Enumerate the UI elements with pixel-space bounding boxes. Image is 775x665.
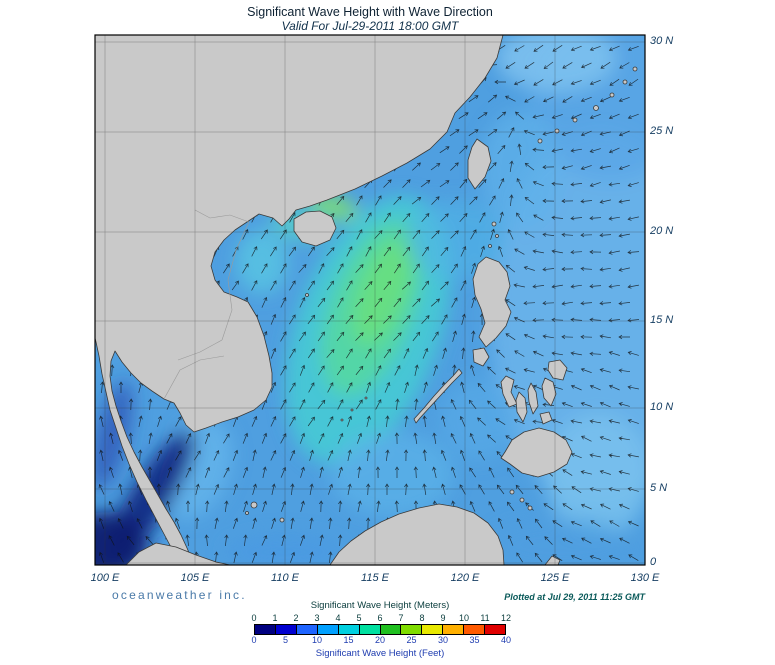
island-ryukyu bbox=[572, 117, 578, 123]
landmass-mindanao bbox=[500, 427, 573, 478]
landmass-leyte bbox=[541, 377, 557, 407]
legend-tick: 0 bbox=[251, 613, 257, 623]
legend-colorbar bbox=[254, 624, 506, 635]
map-border bbox=[94, 34, 646, 566]
landmass-borneo bbox=[329, 503, 505, 565]
legend-tick: 3 bbox=[314, 613, 320, 623]
lat-label: 15 N bbox=[650, 314, 674, 326]
landmass-china-indochina bbox=[95, 35, 504, 565]
lat-label: 25 N bbox=[650, 125, 674, 137]
legend-tick: 30 bbox=[437, 635, 449, 645]
island-anambas bbox=[279, 517, 285, 523]
legend-ticks-meters: 0 1 2 3 4 5 6 7 8 9 10 11 12 bbox=[251, 613, 511, 624]
lat-label: 20 N bbox=[650, 225, 674, 237]
island-natuna bbox=[250, 501, 258, 509]
lat-label: 0 bbox=[650, 556, 657, 568]
lat-label: 30 N bbox=[650, 35, 674, 47]
plotted-timestamp: Plotted at Jul 29, 2011 11:25 GMT bbox=[504, 592, 645, 602]
legend-color-segment bbox=[338, 625, 360, 634]
legend-tick: 15 bbox=[343, 635, 354, 645]
island-ryukyu bbox=[537, 138, 543, 144]
landmass-panay bbox=[500, 375, 518, 408]
oceanweather-credit: oceanweather inc. bbox=[112, 588, 247, 602]
legend-color-segment bbox=[255, 625, 276, 634]
legend-ticks-feet: 0 5 10 15 20 25 30 35 40 bbox=[251, 635, 511, 646]
lon-label: 110 E bbox=[271, 572, 299, 584]
legend-tick: 10 bbox=[311, 635, 323, 645]
landmass-negros bbox=[515, 391, 528, 423]
lon-label: 120 E bbox=[450, 572, 480, 584]
landmass-hainan bbox=[293, 210, 337, 247]
legend-tick: 11 bbox=[480, 613, 490, 623]
lon-label: 125 E bbox=[540, 572, 570, 584]
island-ryukyu bbox=[593, 105, 599, 111]
wave-height-field bbox=[95, 35, 645, 565]
landmass-mindoro bbox=[472, 347, 490, 367]
landmass-cebu bbox=[527, 382, 539, 415]
island-paracel bbox=[305, 293, 309, 297]
legend-tick: 7 bbox=[398, 613, 404, 623]
legend-color-segment bbox=[443, 625, 465, 634]
legend-tick: 12 bbox=[500, 613, 512, 623]
legend-tick: 2 bbox=[293, 613, 299, 623]
island-natuna bbox=[245, 511, 249, 515]
map-subtitle: Valid For Jul-29-2011 18:00 GMT bbox=[281, 19, 459, 33]
island-sulu bbox=[519, 497, 525, 503]
legend-tick: 35 bbox=[469, 635, 480, 645]
landmass-samar bbox=[547, 359, 568, 381]
legend-tick: 0 bbox=[251, 635, 257, 645]
legend-color-segment bbox=[380, 625, 402, 634]
country-borders bbox=[163, 209, 250, 400]
landmass-bohol bbox=[539, 411, 553, 425]
legend-meters-title: Significant Wave Height (Meters) bbox=[310, 600, 450, 611]
legend-tick: 40 bbox=[500, 635, 512, 645]
legend-tick: 25 bbox=[406, 635, 417, 645]
legend-color-segment bbox=[296, 625, 318, 634]
island-ryukyu bbox=[609, 92, 615, 98]
island-batanes bbox=[495, 234, 499, 238]
landmass-palawan bbox=[413, 368, 463, 424]
island-batanes bbox=[491, 221, 497, 227]
legend-feet-title: Significant Wave Height (Feet) bbox=[315, 648, 445, 659]
legend-tick: 20 bbox=[374, 635, 386, 645]
legend-color-segment bbox=[422, 625, 444, 634]
legend-tick: 5 bbox=[356, 613, 362, 623]
legend-color-segment bbox=[359, 625, 381, 634]
landmass-taiwan bbox=[467, 138, 492, 190]
legend-tick: 10 bbox=[458, 613, 470, 623]
legend-tick: 8 bbox=[419, 613, 425, 623]
island-spratly bbox=[364, 396, 368, 400]
island-ryukyu bbox=[554, 128, 560, 134]
legend-tick: 6 bbox=[377, 613, 383, 623]
legend-tick: 4 bbox=[335, 613, 341, 623]
lat-label: 10 N bbox=[650, 401, 674, 413]
lon-label: 130 E bbox=[630, 572, 660, 584]
landmass-luzon bbox=[472, 256, 512, 348]
island-sulu bbox=[527, 505, 533, 511]
lat-label: 5 N bbox=[650, 482, 668, 494]
legend-tick: 1 bbox=[272, 613, 278, 623]
legend-color-segment bbox=[317, 625, 339, 634]
island-spratly bbox=[340, 418, 344, 422]
legend-tick: 9 bbox=[440, 613, 446, 623]
island-spratly bbox=[350, 408, 354, 412]
legend-tick: 5 bbox=[282, 635, 289, 645]
legend-color-segment bbox=[275, 625, 297, 634]
legend-color-segment bbox=[464, 625, 486, 634]
lon-label: 115 E bbox=[361, 572, 389, 584]
lon-label: 105 E bbox=[180, 572, 210, 584]
island-sulu bbox=[509, 489, 515, 495]
island-ryukyu bbox=[632, 66, 638, 72]
map-title: Significant Wave Height with Wave Direct… bbox=[247, 5, 493, 19]
lon-label: 100 E bbox=[90, 572, 120, 584]
graticule bbox=[95, 35, 645, 565]
legend-color-segment bbox=[401, 625, 423, 634]
island-babuyan bbox=[488, 244, 492, 248]
legend-color-segment bbox=[485, 625, 506, 634]
island-ryukyu bbox=[622, 79, 628, 85]
